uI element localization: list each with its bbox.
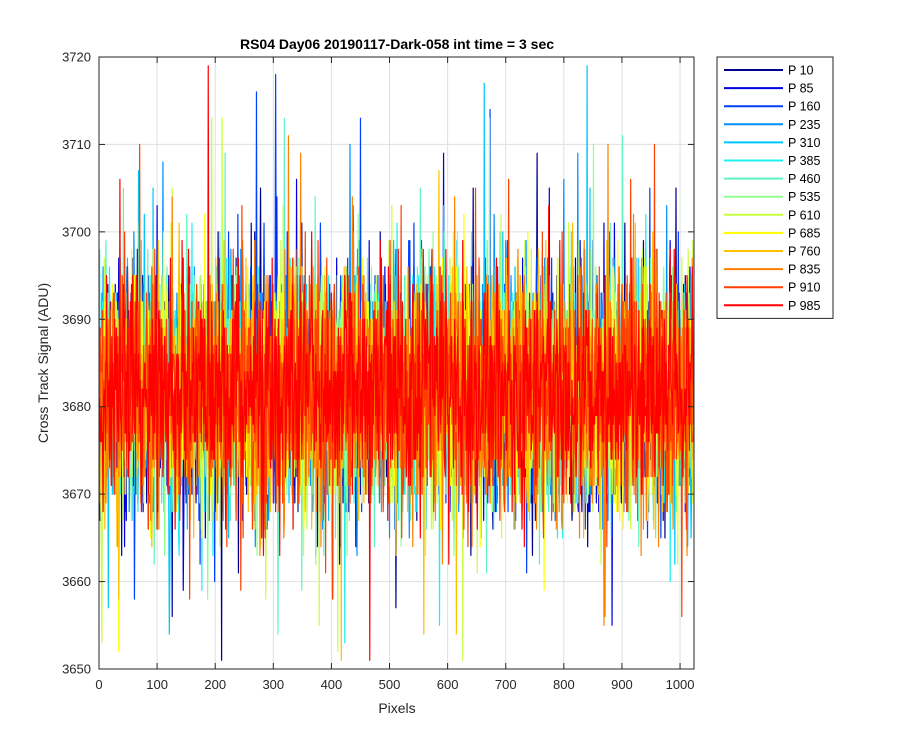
x-tick-label: 400 bbox=[321, 677, 343, 692]
legend-label: P 235 bbox=[788, 118, 820, 132]
legend-label: P 910 bbox=[788, 281, 820, 295]
axes-box bbox=[98, 56, 695, 670]
x-tick-label: 0 bbox=[95, 677, 102, 692]
legend-label: P 460 bbox=[788, 172, 820, 186]
chart-title: RS04 Day06 20190117-Dark-058 int time = … bbox=[240, 36, 554, 52]
legend-label: P 985 bbox=[788, 299, 820, 313]
legend-label: P 310 bbox=[788, 136, 820, 150]
x-tick-label: 1000 bbox=[666, 677, 695, 692]
y-tick-label: 3720 bbox=[62, 50, 91, 65]
y-tick-label: 3670 bbox=[62, 487, 91, 502]
x-tick-label: 700 bbox=[495, 677, 517, 692]
legend-box bbox=[716, 56, 834, 319]
legend-label: P 85 bbox=[788, 82, 814, 96]
x-tick-label: 300 bbox=[262, 677, 284, 692]
legend: P 10 P 85 P 160 P 235 P 310 P 385 P 460 P 535 P … bbox=[716, 56, 834, 319]
series-line-p-910 bbox=[99, 143, 694, 618]
y-tick-label: 3660 bbox=[62, 574, 91, 589]
x-tick-label: 100 bbox=[146, 677, 168, 692]
legend-label: P 535 bbox=[788, 190, 820, 204]
legend-label: P 385 bbox=[788, 154, 820, 168]
x-tick-label: 800 bbox=[553, 677, 575, 692]
legend-label: P 760 bbox=[788, 245, 820, 259]
y-tick-label: 3700 bbox=[62, 224, 91, 239]
axes: 0 100 200 300 400 500 600 700 800 900 1000 3650 3660… bbox=[62, 50, 694, 693]
legend-label: P 685 bbox=[788, 226, 820, 240]
y-tick-label: 3650 bbox=[62, 662, 91, 677]
x-axis-label: Pixels bbox=[378, 700, 415, 716]
series-line-p-985 bbox=[99, 65, 694, 661]
y-tick-label: 3710 bbox=[62, 137, 91, 152]
y-axis-label: Cross Track Signal (ADU) bbox=[35, 283, 51, 443]
legend-label: P 835 bbox=[788, 263, 820, 277]
y-tick-label: 3690 bbox=[62, 312, 91, 327]
legend-label: P 160 bbox=[788, 100, 820, 114]
y-tick-label: 3680 bbox=[62, 399, 91, 414]
plot-area bbox=[99, 65, 694, 661]
legend-label: P 10 bbox=[788, 64, 814, 78]
x-tick-label: 600 bbox=[437, 677, 459, 692]
x-tick-label: 200 bbox=[204, 677, 226, 692]
legend-label: P 610 bbox=[788, 208, 820, 222]
x-tick-label: 900 bbox=[611, 677, 633, 692]
x-tick-label: 500 bbox=[379, 677, 401, 692]
